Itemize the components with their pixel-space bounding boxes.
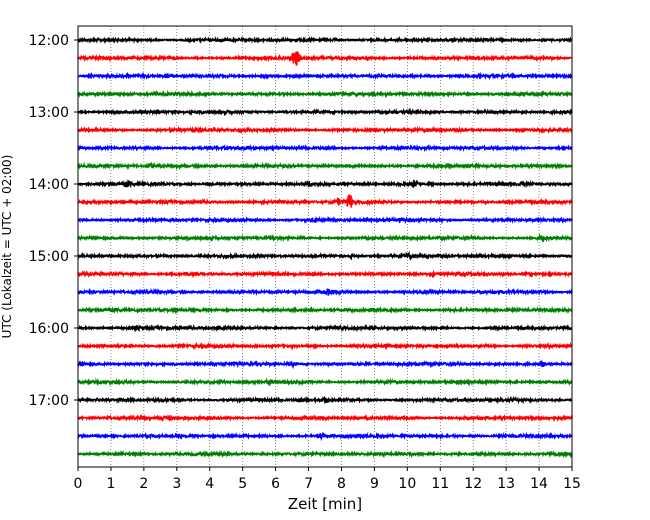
x-tick-label: 3 — [172, 476, 181, 492]
x-tick-label: 14 — [530, 476, 548, 492]
x-tick-label: 9 — [370, 476, 379, 492]
y-tick-label: 17:00 — [29, 393, 69, 409]
trace-16:15 — [77, 341, 573, 351]
x-tick-label: 8 — [337, 476, 346, 492]
trace-13:30 — [77, 143, 573, 153]
y-axis-label: UTC (Lokalzeit = UTC + 02:00) — [0, 155, 14, 339]
x-tick-label: 7 — [304, 476, 313, 492]
trace-16:00 — [77, 323, 573, 333]
trace-17:15 — [77, 413, 573, 423]
x-tick-label: 1 — [106, 476, 115, 492]
trace-14:45 — [77, 233, 573, 243]
trace-17:45 — [77, 449, 573, 459]
trace-12:15 — [77, 51, 573, 66]
x-tick-label: 4 — [205, 476, 214, 492]
x-tick-label: 6 — [271, 476, 280, 492]
y-tick-label: 13:00 — [29, 105, 69, 121]
trace-15:00 — [77, 250, 573, 261]
trace-13:45 — [77, 161, 573, 171]
y-tick-label: 14:00 — [29, 177, 69, 193]
trace-14:00 — [77, 179, 573, 189]
trace-12:00 — [77, 35, 573, 45]
x-tick-label: 12 — [464, 476, 482, 492]
trace-16:30 — [77, 359, 573, 370]
trace-15:15 — [77, 269, 573, 279]
y-tick-label: 16:00 — [29, 321, 69, 337]
trace-17:00 — [77, 395, 573, 405]
trace-12:30 — [77, 71, 573, 81]
trace-16:45 — [77, 377, 573, 387]
x-axis-ticks: 0 1 2 3 4 5 6 7 8 9 10 11 12 13 14 15 — [74, 467, 581, 492]
x-tick-label: 10 — [398, 476, 416, 492]
trace-15:45 — [77, 305, 573, 315]
plot-frame — [77, 25, 573, 468]
y-tick-label: 12:00 — [29, 33, 69, 49]
y-axis-ticks: 12:00 13:00 14:00 15:00 16:00 17:00 — [29, 33, 78, 409]
trace-15:30 — [77, 287, 573, 297]
x-tick-label: 11 — [431, 476, 449, 492]
trace-13:00 — [77, 107, 573, 117]
trace-14:30 — [77, 215, 573, 225]
x-tick-label: 0 — [74, 476, 83, 492]
trace-17:30 — [77, 431, 573, 442]
y-tick-label: 15:00 — [29, 249, 69, 265]
x-tick-label: 15 — [563, 476, 581, 492]
trace-13:15 — [77, 125, 573, 135]
trace-14:15 — [77, 194, 573, 208]
trace-12:45 — [77, 89, 573, 99]
x-axis-label: Zeit [min] — [288, 495, 362, 513]
x-tick-label: 13 — [497, 476, 515, 492]
x-tick-label: 5 — [238, 476, 247, 492]
x-tick-label: 2 — [139, 476, 148, 492]
seismic-traces — [77, 35, 573, 459]
